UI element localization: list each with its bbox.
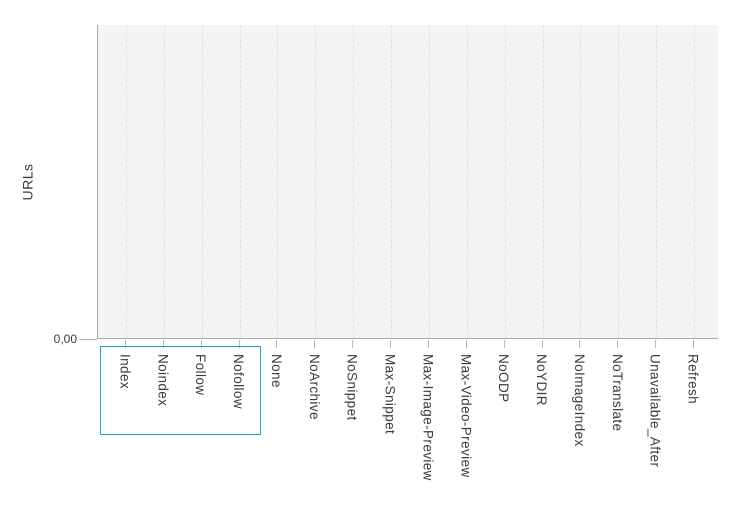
x-axis-tick xyxy=(617,340,619,348)
x-axis-tick xyxy=(390,340,392,348)
gridline xyxy=(201,25,203,338)
y-axis-title-text: URLs xyxy=(19,163,36,201)
gridline xyxy=(239,25,241,338)
x-axis-tick xyxy=(465,340,467,348)
x-axis-label: Unavailable_After xyxy=(647,354,663,468)
x-axis-label: Max-Video-Preview xyxy=(458,354,474,478)
x-axis-label: NoArchive xyxy=(306,354,322,420)
plot-area[interactable] xyxy=(97,25,718,339)
x-axis-label: NoTranslate xyxy=(609,354,625,432)
x-axis-tick xyxy=(693,340,694,348)
x-axis-tick xyxy=(276,340,278,348)
gridline xyxy=(466,25,468,338)
gridline xyxy=(694,25,695,338)
x-axis-label: Max-Image-Preview xyxy=(420,354,436,481)
x-axis-tick xyxy=(314,340,316,348)
x-axis-tick xyxy=(427,340,429,348)
gridline xyxy=(391,25,393,338)
x-axis-tick xyxy=(503,340,505,348)
x-axis-label: NoYDIR xyxy=(534,354,550,406)
y-axis-title: URLs xyxy=(12,25,42,339)
gridline xyxy=(353,25,355,338)
x-axis-tick xyxy=(655,340,657,348)
x-axis-label: Max-Snippet xyxy=(382,354,398,435)
x-axis-label: Refresh xyxy=(685,354,701,405)
x-axis-label: None xyxy=(268,354,284,388)
selection-box[interactable] xyxy=(100,346,261,435)
x-axis-tick xyxy=(579,340,581,348)
y-axis-tick-mark xyxy=(79,339,97,340)
gridline xyxy=(163,25,165,338)
gridline xyxy=(315,25,317,338)
x-axis-tick xyxy=(541,340,543,348)
y-axis-tick-label: 0,00 xyxy=(53,332,77,346)
gridline xyxy=(126,25,127,338)
x-axis-label: NoSnippet xyxy=(344,354,360,421)
x-axis-tick xyxy=(352,340,354,348)
gridline xyxy=(580,25,582,338)
gridline xyxy=(542,25,544,338)
gridline xyxy=(618,25,620,338)
gridline xyxy=(277,25,279,338)
gridline xyxy=(428,25,430,338)
x-axis-label: NoODP xyxy=(496,354,512,403)
gridline xyxy=(656,25,658,338)
gridline xyxy=(504,25,506,338)
x-axis-label: NoImageIndex xyxy=(571,354,587,447)
